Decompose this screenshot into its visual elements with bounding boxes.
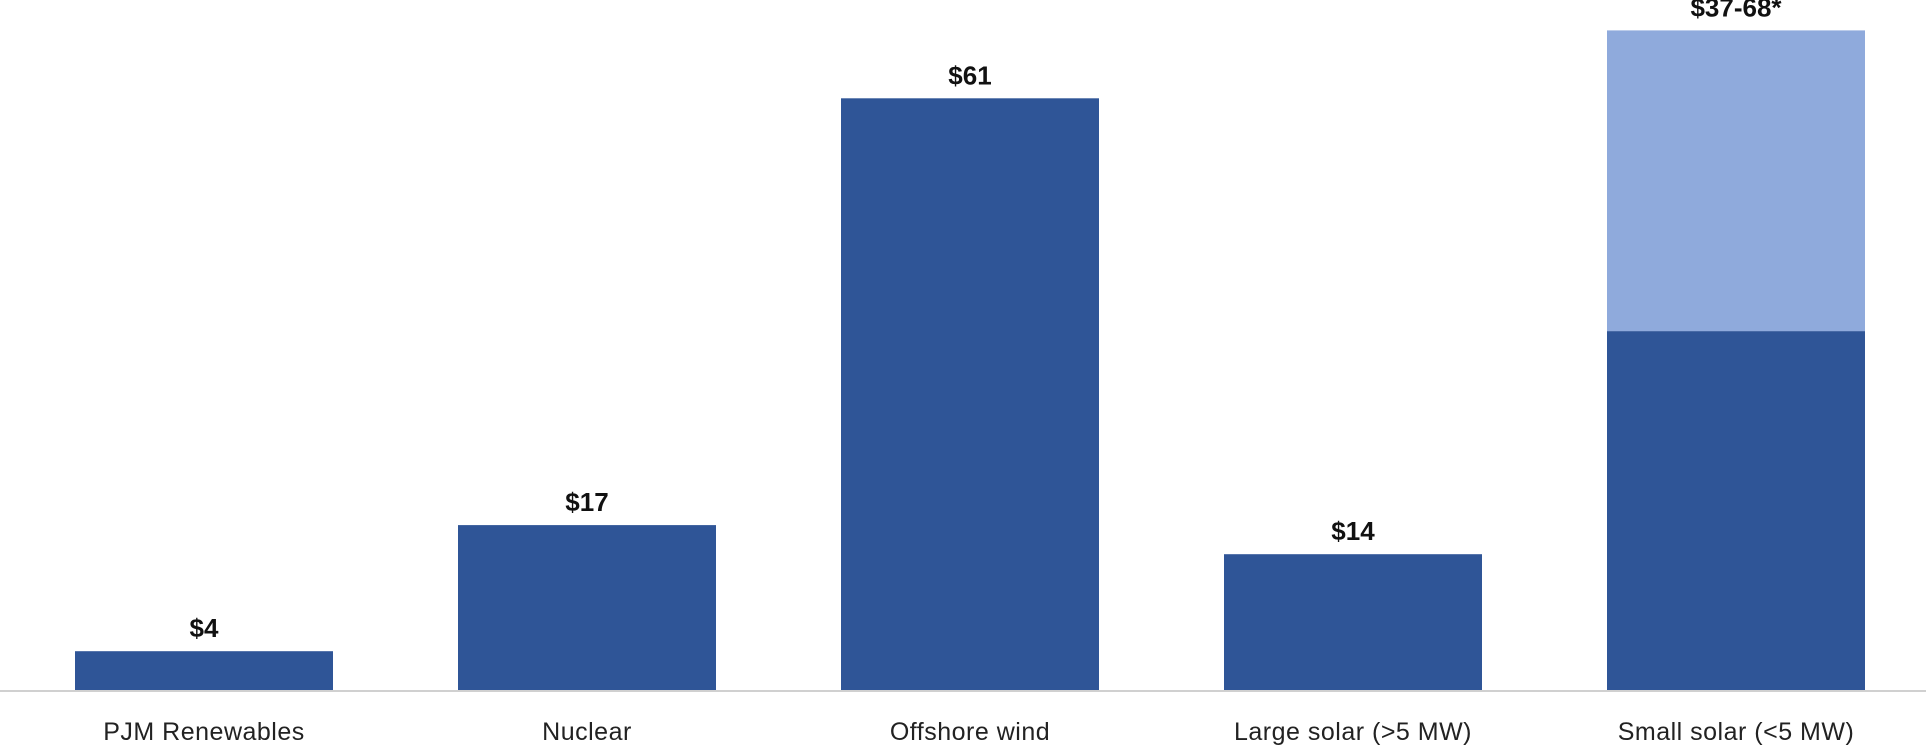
bar-0-segment-0 (75, 651, 333, 690)
x-tick-label-3: Large solar (>5 MW) (1234, 718, 1472, 746)
bar-4-segment-1 (1607, 30, 1865, 332)
x-tick-labels-layer: PJM Renewables Nuclear Offshore wind Large … (103, 718, 1854, 746)
bars-layer (75, 30, 1865, 691)
data-label-0: $4 (190, 613, 219, 643)
x-tick-label-4: Small solar (<5 MW) (1618, 718, 1855, 746)
bar-1-segment-0 (458, 525, 716, 690)
data-label-3: $14 (1331, 516, 1375, 546)
data-labels-layer: $4 $17 $61 $14 $37-68* (190, 0, 1783, 643)
bar-2-segment-0 (841, 98, 1099, 691)
data-label-2: $61 (948, 60, 991, 90)
bar-4-segment-0 (1607, 331, 1865, 690)
x-tick-label-1: Nuclear (542, 718, 632, 746)
data-label-4: $37-68* (1690, 0, 1782, 22)
x-tick-label-0: PJM Renewables (103, 718, 305, 746)
x-tick-label-2: Offshore wind (890, 718, 1050, 746)
data-label-1: $17 (565, 487, 608, 517)
bar-3-segment-0 (1224, 554, 1482, 690)
